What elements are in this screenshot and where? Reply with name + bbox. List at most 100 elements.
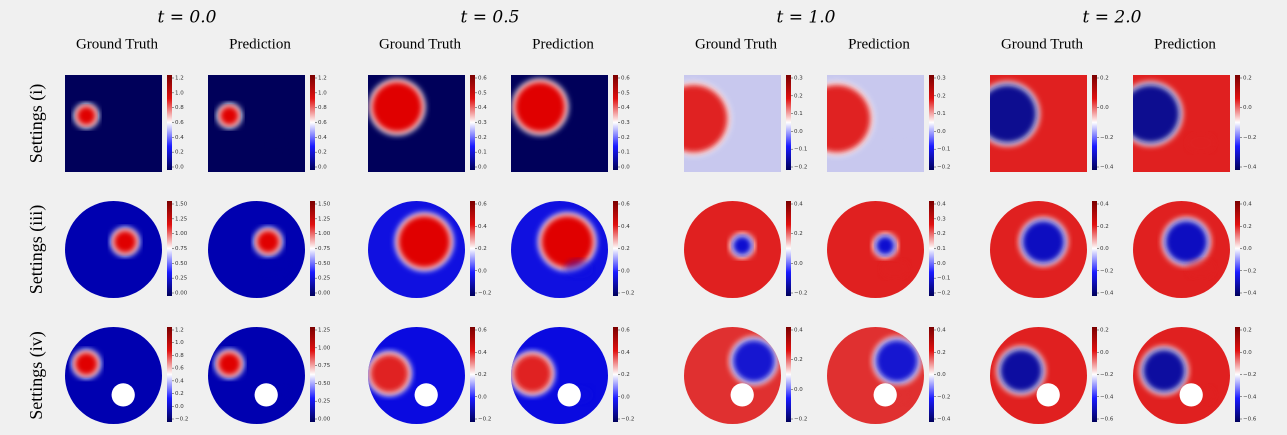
colorbar-tick-label: 0.2	[478, 135, 487, 141]
colorbar-tick-label: 0.2	[1243, 328, 1252, 334]
field-panel	[800, 75, 924, 172]
colorbar-tick-label: 0.0	[478, 165, 487, 171]
colorbar-tick-label: 0.2	[175, 391, 184, 397]
colorbar-tick-label: 0.0	[621, 268, 630, 274]
field	[800, 75, 924, 172]
colorbar	[613, 201, 618, 296]
colorbar-tick-label: 0.4	[937, 328, 946, 334]
colorbar-tick-label: 0.0	[794, 129, 803, 135]
colorbar-tick-label: 0.2	[621, 246, 630, 252]
colorbar-tick-label: 0.1	[478, 150, 487, 156]
colorbar-tick-label: −0.4	[1100, 165, 1114, 171]
field-blob	[515, 82, 565, 132]
colorbar-tick-label: −0.2	[1100, 135, 1113, 141]
colorbar-tick-label: 0.00	[175, 291, 188, 297]
figure: t = 0.0Ground TruthPredictiont = 0.5Grou…	[0, 0, 1287, 435]
hole	[1037, 383, 1060, 406]
colorbar-tick-label: 0.8	[175, 105, 184, 111]
colorbar-tick-label: −0.2	[937, 291, 950, 297]
colorbar	[310, 201, 315, 296]
colorbar-tick-label: −0.1	[937, 276, 950, 282]
hole	[112, 383, 135, 406]
field-blob	[1165, 220, 1208, 263]
colorbar-tick-label: −0.2	[478, 417, 491, 423]
colorbar-tick-label: 0.0	[1243, 350, 1252, 356]
colorbar-tick-label: 0.1	[794, 111, 803, 117]
field-blob	[218, 352, 241, 375]
colorbar-tick-label: −0.4	[1243, 394, 1257, 400]
colorbar	[613, 327, 618, 422]
field-noise	[564, 259, 593, 278]
field	[65, 201, 162, 298]
field-panel	[65, 75, 162, 172]
colorbar-tick-label: 0.2	[937, 350, 946, 356]
colorbar-tick-label: −0.2	[621, 291, 634, 297]
colorbar-tick-label: 1.50	[175, 202, 188, 208]
field-blob	[541, 216, 593, 268]
time-label: t = 2.0	[1083, 8, 1142, 28]
colorbar-tick-label: 0.2	[621, 135, 630, 141]
colorbar-tick-label: 0.0	[621, 394, 630, 400]
column-label: Prediction	[848, 36, 910, 52]
row-label: Settings (iii)	[26, 205, 47, 295]
field	[511, 75, 608, 172]
colorbar-tick-label: 0.0	[937, 261, 946, 267]
colorbar-tick-label: 0.5	[621, 90, 630, 96]
colorbar	[929, 75, 934, 170]
colorbar-tick-label: 0.6	[175, 120, 184, 126]
field-blob	[876, 340, 919, 383]
colorbar-tick-label: 0.8	[318, 105, 327, 111]
colorbar	[167, 201, 172, 296]
colorbar-tick-label: −0.6	[1243, 417, 1257, 423]
field-blob	[660, 85, 728, 153]
colorbar-tick-label: 0.0	[1243, 246, 1252, 252]
colorbar	[1092, 75, 1097, 170]
colorbar-tick-label: 0.0	[794, 261, 803, 267]
colorbar-tick-label: 1.0	[175, 90, 184, 96]
colorbar-tick-label: 0.0	[794, 387, 803, 393]
colorbar-tick-label: 0.0	[1100, 105, 1109, 111]
colorbar-tick-label: 0.0	[478, 268, 487, 274]
colorbar-tick-label: 0.0	[318, 165, 327, 171]
field-panel	[827, 201, 924, 298]
colorbar-tick-label: 1.0	[175, 340, 184, 346]
colorbar-tick-label: 0.4	[794, 328, 803, 334]
field-blob	[803, 85, 871, 153]
colorbar-tick-label: 0.4	[621, 105, 630, 111]
colorbar-tick-label: 1.25	[318, 216, 331, 222]
field-blob	[733, 340, 776, 383]
column-label: Ground Truth	[76, 36, 159, 52]
colorbar-tick-label: 0.6	[621, 202, 630, 208]
colorbar-tick-label: 0.75	[318, 246, 331, 252]
field-panel	[684, 201, 781, 298]
colorbar-tick-label: 0.8	[175, 353, 184, 359]
colorbar-tick-label: 0.2	[175, 150, 184, 156]
colorbar-tick-label: 0.1	[937, 111, 946, 117]
field-blob	[220, 106, 239, 125]
hole	[255, 383, 278, 406]
colorbar	[613, 75, 618, 170]
colorbar-tick-label: −0.4	[1243, 291, 1257, 297]
colorbar-tick-label: −0.2	[478, 291, 491, 297]
field-blob	[513, 354, 552, 393]
colorbar-tick-label: 0.5	[478, 90, 487, 96]
field-noise	[880, 133, 909, 152]
time-label: t = 0.5	[461, 8, 520, 28]
column-label: Prediction	[229, 36, 291, 52]
colorbar-tick-label: 0.4	[794, 202, 803, 208]
field-panel	[367, 327, 465, 424]
colorbar-tick-label: −0.4	[1100, 291, 1114, 297]
colorbar	[310, 327, 315, 422]
field-blob	[1143, 349, 1186, 392]
colorbar-tick-label: 0.0	[1100, 350, 1109, 356]
colorbar-tick-label: −0.2	[175, 417, 188, 423]
field-panel	[368, 201, 465, 298]
colorbar-tick-label: −0.4	[1100, 394, 1114, 400]
colorbar-tick-label: 0.4	[937, 202, 946, 208]
colorbar-tick-label: 0.0	[1243, 105, 1252, 111]
column-label: Prediction	[532, 36, 594, 52]
colorbar-tick-label: 1.00	[318, 231, 331, 237]
colorbar-tick-label: 0.50	[318, 381, 331, 387]
field	[990, 327, 1087, 424]
colorbar	[1235, 75, 1240, 170]
